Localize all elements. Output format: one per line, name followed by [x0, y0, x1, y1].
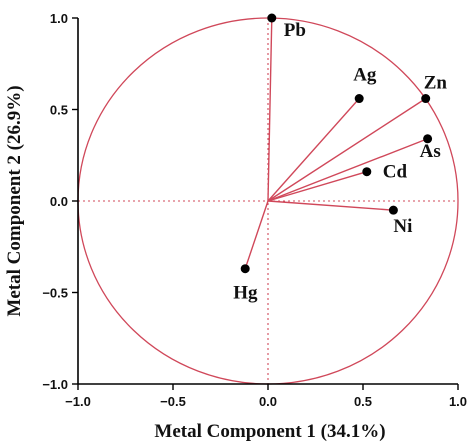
point-zn [421, 94, 431, 104]
label-hg: Hg [233, 283, 258, 304]
x-tick-label: 1.0 [449, 394, 467, 409]
x-axis-title: Metal Component 1 (34.1%) [154, 421, 385, 442]
y-tick-label: 1.0 [50, 11, 68, 26]
y-tick-label: 0.0 [50, 194, 68, 209]
vector-pb [267, 17, 273, 202]
label-cd: Cd [383, 162, 408, 183]
point-pb [267, 13, 277, 23]
vector-ag [267, 98, 360, 202]
label-as: As [420, 141, 441, 162]
x-tick-label: 0.0 [259, 394, 277, 409]
point-as [423, 134, 433, 144]
y-axis-title: Metal Component 2 (26.9%) [4, 85, 25, 316]
vector-hg [244, 200, 269, 269]
vector-cd [267, 171, 367, 202]
label-ag: Ag [353, 65, 377, 86]
point-ag [354, 94, 364, 104]
vector-ni [267, 200, 394, 211]
y-tick-label: 0.5 [50, 103, 68, 118]
vector-zn [267, 97, 427, 202]
label-zn: Zn [424, 73, 448, 94]
point-cd [362, 167, 372, 177]
y-tick-label: −0.5 [42, 286, 68, 301]
x-tick-label: 0.5 [354, 394, 372, 409]
point-ni [388, 205, 398, 215]
label-ni: Ni [393, 216, 412, 237]
point-hg [240, 264, 250, 274]
vector-as [267, 138, 428, 202]
y-tick-label: −1.0 [42, 377, 68, 392]
label-pb: Pb [284, 20, 306, 41]
x-tick-label: −1.0 [65, 394, 91, 409]
x-tick-label: −0.5 [160, 394, 186, 409]
